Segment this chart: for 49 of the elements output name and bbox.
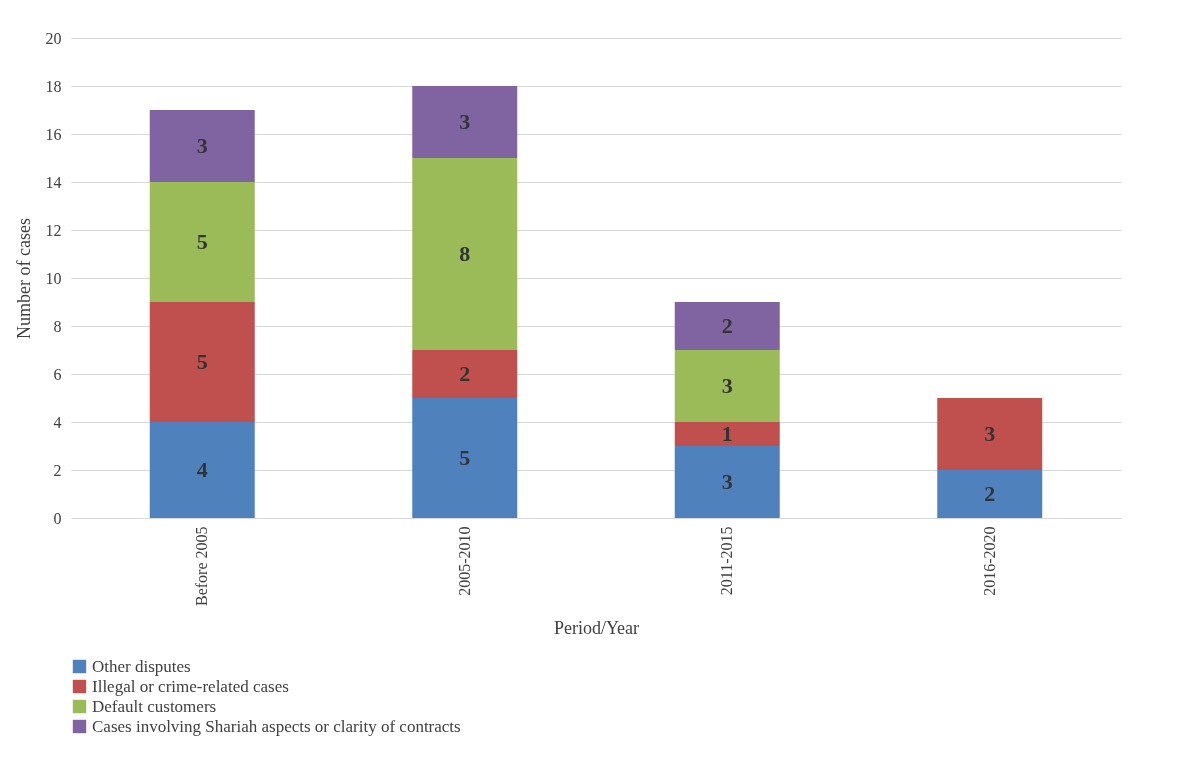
data-label: 3 xyxy=(984,421,996,446)
legend-label: Illegal or crime-related cases xyxy=(92,676,289,696)
bar xyxy=(412,86,518,158)
data-label: 5 xyxy=(459,445,471,470)
y-axis-title: Number of cases xyxy=(13,218,34,339)
legend-label: Default customers xyxy=(92,696,217,716)
y-tick-label: 14 xyxy=(45,173,62,191)
y-tick-label: 4 xyxy=(53,413,62,431)
data-label: 1 xyxy=(721,421,733,446)
data-label: 5 xyxy=(196,229,208,254)
data-label: 5 xyxy=(196,349,208,374)
bar xyxy=(412,158,518,350)
bar xyxy=(937,398,1043,470)
y-tick-label: 20 xyxy=(45,29,62,47)
bar xyxy=(674,302,780,350)
x-tick-label: 2016-2020 xyxy=(980,526,998,596)
data-label: 3 xyxy=(721,373,733,398)
bar xyxy=(674,350,780,422)
bar xyxy=(674,446,780,518)
data-label: 4 xyxy=(196,457,208,482)
bar xyxy=(149,422,255,518)
bar xyxy=(412,350,518,398)
bar xyxy=(412,398,518,518)
y-tick-label: 6 xyxy=(53,365,62,383)
y-tick-label: 8 xyxy=(53,317,62,335)
x-tick-label: 2005-2010 xyxy=(455,526,473,596)
y-tick-label: 12 xyxy=(45,221,62,239)
x-tick-label: 2011-2015 xyxy=(718,526,736,596)
legend-label: Cases involving Shariah aspects or clarity of contracts xyxy=(92,716,461,736)
bar xyxy=(149,110,255,182)
bar xyxy=(937,470,1043,518)
data-label: 2 xyxy=(984,481,996,506)
y-tick-label: 2 xyxy=(53,461,62,479)
y-tick-label: 18 xyxy=(45,77,62,95)
y-tick-label: 10 xyxy=(45,269,62,287)
data-label: 2 xyxy=(459,361,471,386)
y-tick-label: 16 xyxy=(45,125,62,143)
data-label: 2 xyxy=(721,313,733,338)
y-tick-label: 0 xyxy=(53,509,62,527)
data-label: 3 xyxy=(196,133,208,158)
data-label: 8 xyxy=(459,241,471,266)
legend-label: Other disputes xyxy=(92,656,191,676)
data-label: 3 xyxy=(459,109,471,134)
bar xyxy=(149,302,255,422)
bar xyxy=(149,182,255,302)
bar xyxy=(674,422,780,446)
x-tick-label: Before 2005 xyxy=(193,526,211,607)
x-axis-title: Period/Year xyxy=(553,618,640,639)
data-label: 3 xyxy=(721,469,733,494)
